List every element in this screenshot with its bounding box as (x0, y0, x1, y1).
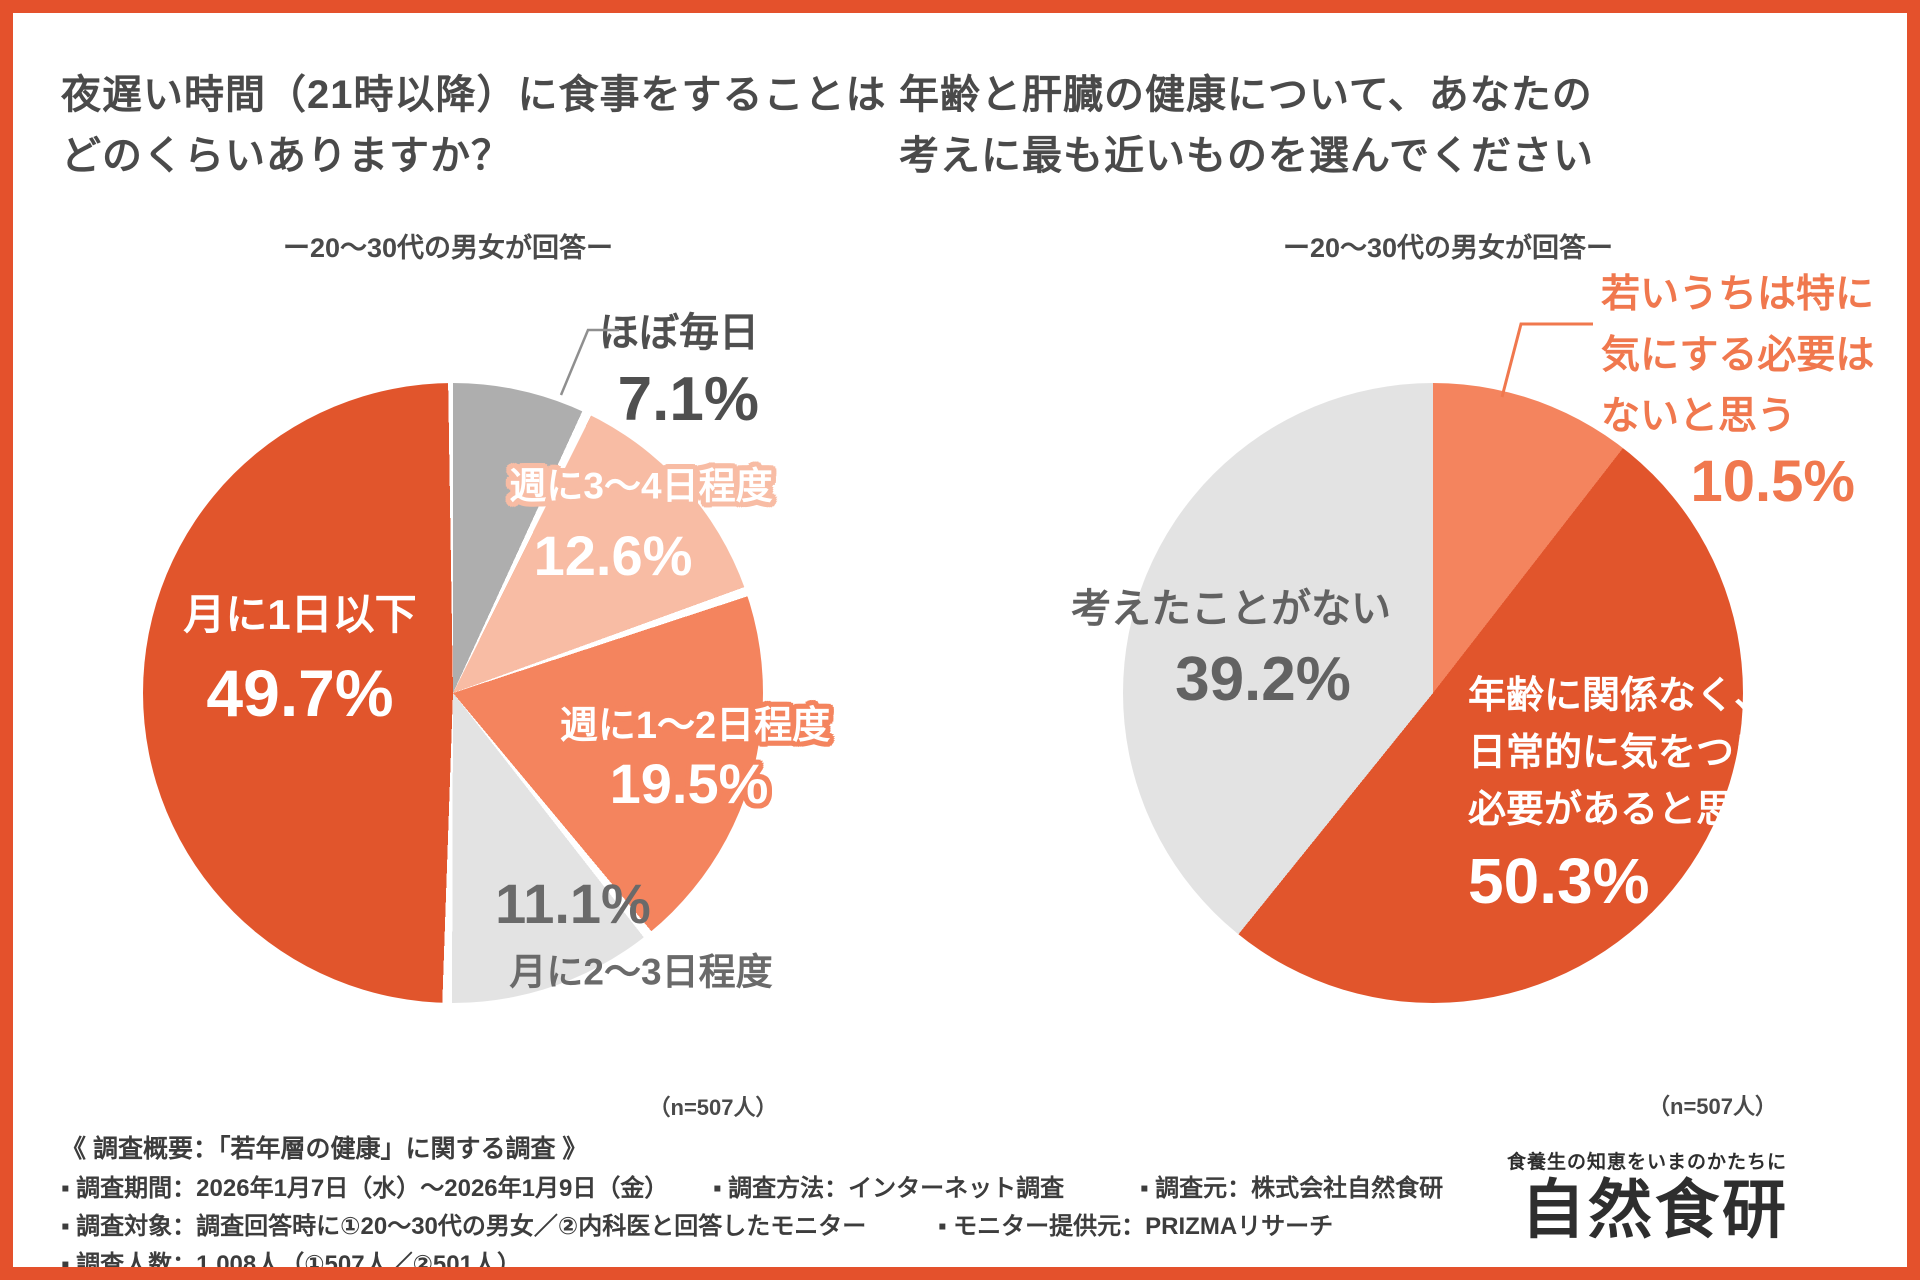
brand-name: 自然食研 (1521, 1175, 1789, 1246)
label-week-3-4: 週に3〜4日程度 (509, 465, 773, 507)
label-never-thought: 考えたことがない (1071, 587, 1391, 631)
value-month-2-3: 11.1% (495, 872, 651, 935)
left-chart-subtitle: ー20〜30代の男女が回答ー (282, 233, 614, 263)
chart-liver-health-awareness: 年齢と肝臓の健康について、あなたの 考えに最も近いものを選んでください ー20〜… (13, 13, 1907, 1267)
survey-monitor: ▪ モニター提供元：PRIZMAリサーチ (938, 1213, 1334, 1240)
left-chart-title: 夜遅い時間（21時以降）に食事をすることは どのくらいありますか？ (61, 65, 887, 187)
pie-chart-late-night-eating (143, 383, 763, 1003)
label-week-1-2: 週に1〜2日程度 (559, 705, 831, 747)
label-daily-care-line3: 必要があると思う (1468, 789, 1773, 831)
survey-source: ▪ 調査元：株式会社自然食研 (1140, 1175, 1444, 1202)
right-chart-subtitle: ー20〜30代の男女が回答ー (1282, 233, 1614, 263)
brand-logo: 食養生の知恵をいまのかたちに 自然食研 (13, 13, 1907, 1267)
label-month-2-3: 月に2〜3日程度 (509, 951, 773, 993)
brand-tagline: 食養生の知恵をいまのかたちに (1506, 1152, 1787, 1173)
left-chart-title-line1: 夜遅い時間（21時以降）に食事をすることは (61, 73, 887, 117)
label-almost-daily: ほぼ毎日 (599, 311, 759, 355)
value-week-3-4: 12.6% (533, 524, 693, 587)
right-chart-title-line1: 年齢と肝臓の健康について、あなたの (899, 73, 1593, 117)
pie-chart-liver-health (1123, 383, 1743, 1003)
survey-overview-footer: 《 調査概要：「若年層の健康」に関する調査 》 ▪ 調査期間：2026年1月7日… (13, 13, 1907, 1268)
value-no-need-worry: 10.5% (1690, 449, 1855, 514)
value-daily-care: 50.3% (1468, 845, 1650, 917)
right-chart-title: 年齢と肝臓の健康について、あなたの 考えに最も近いものを選んでください (899, 65, 1594, 187)
left-chart-title-line2: どのくらいありますか？ (61, 133, 512, 178)
value-almost-daily: 7.1% (617, 365, 759, 434)
chart-late-night-eating: 夜遅い時間（21時以降）に食事をすることは どのくらいありますか？ ー20〜30… (13, 13, 1907, 1267)
value-month-1-or-less: 49.7% (206, 656, 394, 730)
value-week-1-2: 19.5% (609, 752, 769, 815)
label-daily-care-line2: 日常的に気をつける (1468, 732, 1811, 774)
left-sample-size-note: （n=507人） (648, 1095, 778, 1120)
right-chart-title-line2: 考えに最も近いものを選んでください (899, 133, 1594, 178)
value-never-thought: 39.2% (1175, 645, 1351, 714)
survey-heading: 《 調査概要：「若年層の健康」に関する調査 》 (61, 1135, 588, 1163)
survey-method: ▪ 調査方法：インターネット調査 (713, 1175, 1065, 1202)
right-sample-size-note: （n=507人） (1648, 1094, 1777, 1119)
label-no-need-worry-line3: ないと思う (1601, 395, 1797, 438)
survey-period: ▪ 調査期間：2026年1月7日（水）〜2026年1月9日（金） (61, 1175, 669, 1202)
label-daily-care-line1: 年齢に関係なく、 (1468, 675, 1773, 717)
label-no-need-worry-line2: 気にする必要は (1601, 334, 1875, 377)
label-no-need-worry-line1: 若いうちは特に (1601, 273, 1875, 316)
survey-target: ▪ 調査対象：調査回答時に①20〜30代の男女／②内科医と回答したモニター (61, 1213, 867, 1240)
label-month-1-or-less: 月に1日以下 (183, 591, 417, 638)
survey-count: ▪ 調査人数：1,008人（①507人／②501人） (61, 1251, 521, 1278)
